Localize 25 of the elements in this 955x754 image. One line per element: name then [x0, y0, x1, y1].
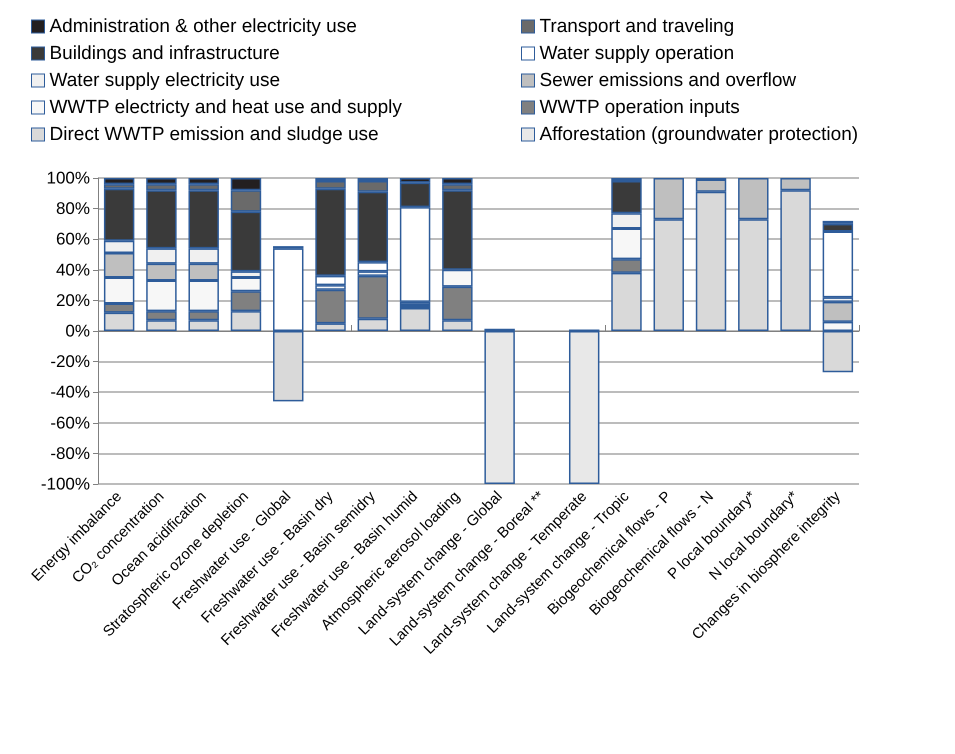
y-tick-label: 100% — [46, 168, 90, 188]
y-tick-label: 80% — [56, 199, 90, 218]
legend-label: Water supply electricity use — [50, 70, 280, 91]
y-tick-label: -80% — [50, 444, 90, 463]
y-tick-label: -40% — [50, 382, 90, 402]
legend-label: Buildings and infrastructure — [50, 43, 280, 64]
legend-label: Water supply operation — [540, 43, 734, 64]
legend-label: Administration & other electricity use — [50, 16, 357, 37]
bar — [400, 308, 430, 331]
y-tick-label: 0% — [65, 322, 90, 340]
y-tick-label: 20% — [56, 290, 90, 310]
legend-label: WWTP electricty and heat use and supply — [50, 97, 402, 118]
legend-label: Afforestation (groundwater protection) — [540, 124, 858, 145]
legend-label: WWTP operation inputs — [540, 97, 740, 118]
legend-label: Direct WWTP emission and sludge use — [50, 124, 379, 145]
y-tick-label: 40% — [56, 260, 90, 280]
legend-label: Sewer emissions and overflow — [540, 70, 796, 91]
y-tick-label: -20% — [50, 352, 90, 372]
bar — [104, 178, 134, 184]
bar — [484, 331, 515, 484]
y-tick-label: -100% — [40, 474, 90, 494]
y-tick-label: 60% — [56, 230, 90, 249]
bar — [568, 331, 600, 484]
legend-label: Transport and traveling — [540, 16, 734, 37]
y-tick-label: -60% — [50, 413, 90, 432]
